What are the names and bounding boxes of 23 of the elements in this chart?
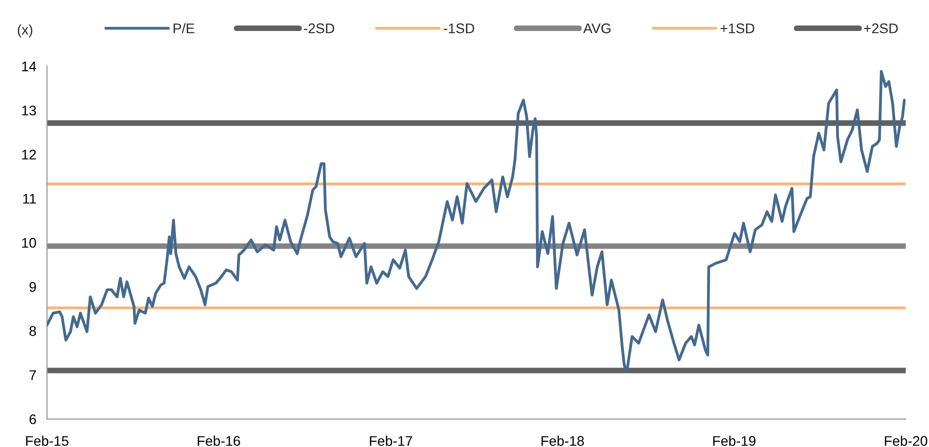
x-tick-label: Feb-19: [713, 436, 756, 446]
y-tick-label: 11: [23, 194, 36, 204]
y-tick-label: 8: [29, 326, 36, 336]
y-tick-label: 14: [22, 62, 36, 72]
legend-label: AVG: [583, 23, 610, 34]
y-tick-label: 13: [22, 106, 36, 116]
y-axis-title: (x): [18, 24, 32, 38]
legend-label: -2SD: [304, 23, 334, 34]
x-tick-label: Feb-20: [884, 436, 928, 446]
x-tick-label: Feb-15: [26, 436, 68, 446]
y-tick-label: 9: [30, 282, 36, 292]
x-tick-label: Feb-18: [542, 436, 584, 446]
y-tick-label: 12: [22, 150, 36, 160]
y-tick-label: 6: [30, 414, 36, 424]
x-tick-label: Feb-17: [370, 436, 412, 446]
y-tick-label: 10: [22, 238, 36, 248]
line-series: [47, 70, 906, 372]
legend-label: +2SD: [864, 23, 898, 34]
legend-label: +1SD: [720, 23, 754, 34]
x-tick-label: Feb-16: [198, 436, 240, 446]
y-tick-label: 7: [30, 370, 36, 380]
legend-label: -1SD: [444, 23, 474, 34]
legend-label: P/E: [174, 23, 194, 34]
